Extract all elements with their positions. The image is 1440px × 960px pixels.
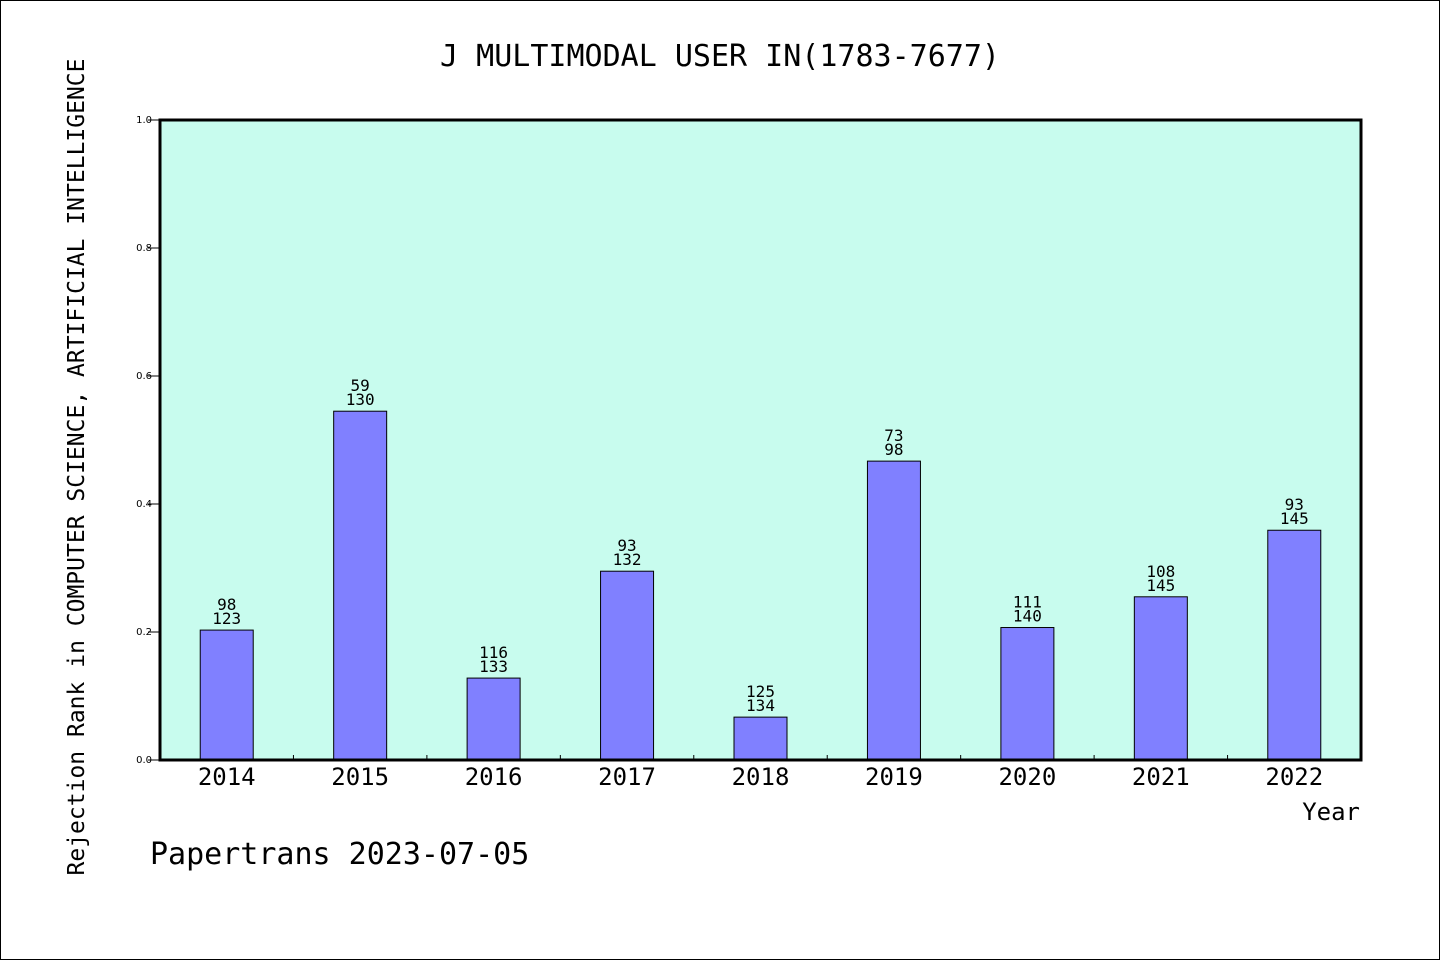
- data-label-bottom-2017: 132: [613, 550, 642, 569]
- x-tick-label-2018: 2018: [732, 763, 790, 791]
- x-tick-label-2020: 2020: [998, 763, 1056, 791]
- bar-2017: [600, 570, 655, 761]
- data-label-top-2016: 116: [479, 643, 508, 662]
- x-tick-label-2017: 2017: [598, 763, 656, 791]
- bar-2016: [466, 677, 521, 761]
- data-label-top-2015: 59: [351, 376, 370, 395]
- bar-2015: [333, 410, 388, 761]
- data-label-bottom-2020: 140: [1013, 607, 1042, 626]
- data-label-bottom-2018: 134: [746, 696, 775, 715]
- bar-2021: [1133, 596, 1188, 761]
- y-tick-label: 0.4: [136, 499, 152, 510]
- data-label-bottom-2016: 133: [479, 657, 508, 676]
- data-label-bottom-2021: 145: [1146, 576, 1175, 595]
- data-label-top-2022: 93: [1285, 495, 1304, 514]
- data-label-bottom-2015: 130: [346, 390, 375, 409]
- plot-border: [158, 118, 1363, 762]
- data-label-bottom-2019: 98: [884, 440, 903, 459]
- data-label-top-2017: 93: [617, 536, 636, 555]
- x-axis-label: Year: [1302, 798, 1360, 826]
- data-label-bottom-2022: 145: [1280, 509, 1309, 528]
- data-label-top-2014: 98: [217, 595, 236, 614]
- data-label-bottom-2014: 123: [212, 609, 241, 628]
- y-tick-label: 0.2: [136, 627, 152, 638]
- y-tick-label: 0.8: [136, 243, 152, 254]
- x-tick-label-2015: 2015: [331, 763, 389, 791]
- bar-2018: [733, 716, 788, 761]
- y-tick-label: 1.0: [136, 115, 152, 126]
- x-tick-label-2021: 2021: [1132, 763, 1190, 791]
- y-tick-label: 0.6: [136, 371, 152, 382]
- data-label-top-2019: 73: [884, 426, 903, 445]
- x-tick-label-2019: 2019: [865, 763, 923, 791]
- x-tick-label-2022: 2022: [1265, 763, 1323, 791]
- chart-title: J MULTIMODAL USER IN(1783-7677): [440, 39, 1000, 74]
- bar-2022: [1267, 529, 1322, 761]
- data-label-top-2021: 108: [1146, 562, 1175, 581]
- data-label-top-2018: 125: [746, 682, 775, 701]
- bar-2020: [1000, 627, 1055, 761]
- x-tick-label-2014: 2014: [198, 763, 256, 791]
- x-tick-label-2016: 2016: [465, 763, 523, 791]
- bar-2019: [866, 460, 921, 761]
- footer-text: Papertrans 2023-07-05: [150, 837, 529, 872]
- data-label-top-2020: 111: [1013, 593, 1042, 612]
- bar-2014: [199, 629, 254, 761]
- y-tick-label: 0.0: [136, 755, 152, 766]
- y-axis-label: Rejection Rank in COMPUTER SCIENCE, ARTI…: [64, 59, 90, 876]
